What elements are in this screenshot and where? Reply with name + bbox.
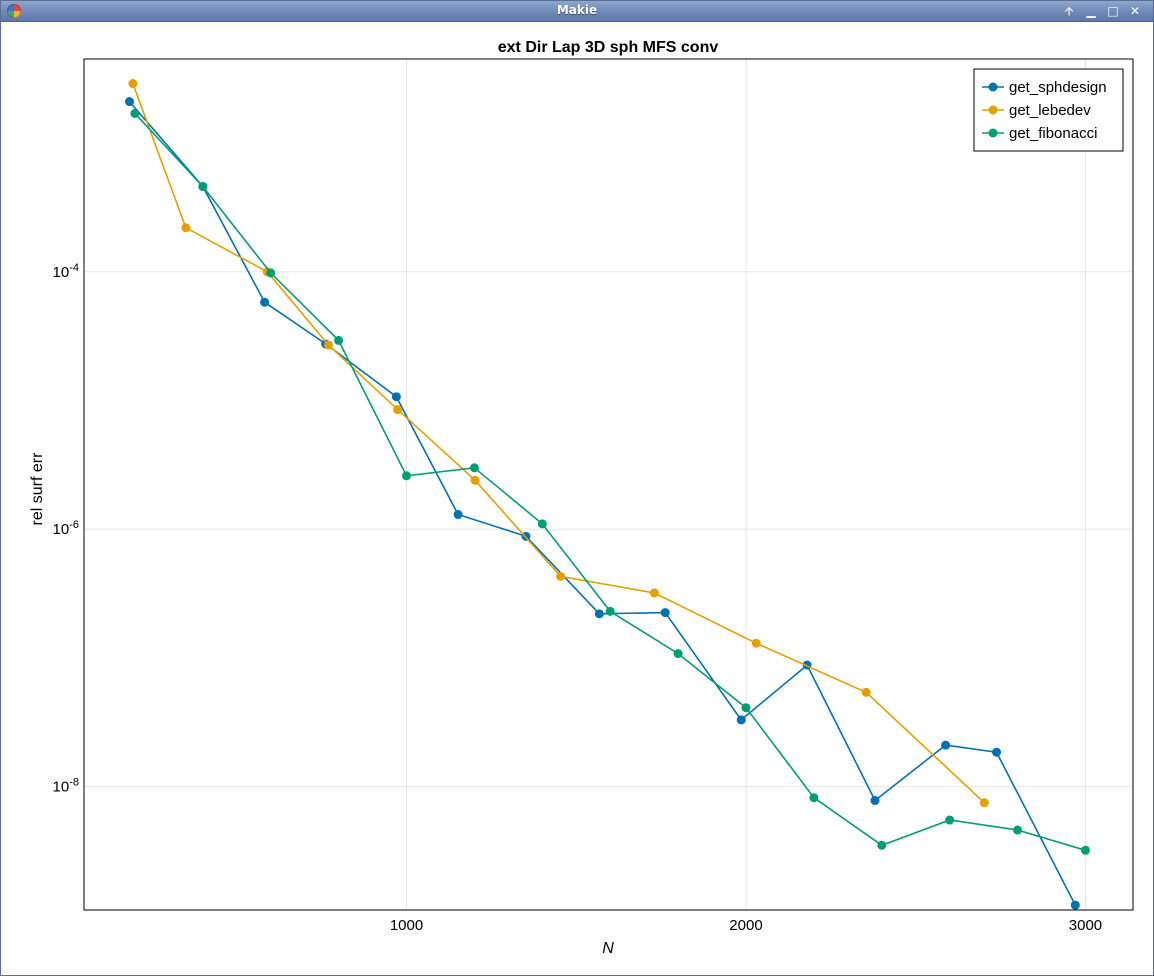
y-tick-label: 10-8 <box>53 777 79 796</box>
plot-frame <box>83 58 1134 911</box>
plot-canvas: ext Dir Lap 3D sph MFS conv 1000 2000 3000… <box>29 39 1134 957</box>
data-point <box>128 79 138 89</box>
help-button[interactable]: 🡩 <box>1064 4 1074 18</box>
makie-app-icon <box>7 4 21 18</box>
grid-lines <box>84 59 1133 910</box>
x-axis-label: N <box>602 940 614 957</box>
minimize-button[interactable]: ▁ <box>1086 4 1096 18</box>
y-tick-labels: 10-4 10-6 10-8 <box>53 262 79 796</box>
series-line <box>132 83 985 804</box>
data-point <box>393 405 403 415</box>
data-point <box>870 796 880 806</box>
data-point <box>1080 845 1090 855</box>
data-point <box>130 108 140 118</box>
data-point <box>736 715 746 725</box>
legend-marker <box>988 128 998 138</box>
data-point <box>751 638 761 648</box>
data-point <box>992 747 1002 757</box>
data-point <box>556 571 566 581</box>
series-get_lebedev <box>128 79 989 808</box>
data-point <box>605 606 615 616</box>
legend: get_sphdesign get_lebedev get_fibonacci <box>973 68 1124 152</box>
data-point <box>809 793 819 803</box>
data-point <box>323 340 333 350</box>
series-line <box>128 101 1077 906</box>
legend-label: get_lebedev <box>1009 102 1091 119</box>
legend-label: get_sphdesign <box>1009 79 1107 96</box>
data-point <box>945 815 955 825</box>
data-point <box>1070 900 1080 910</box>
data-point <box>861 687 871 697</box>
legend-marker <box>988 105 998 115</box>
data-point <box>469 463 479 473</box>
series-line <box>134 112 1086 852</box>
chart-title: ext Dir Lap 3D sph MFS conv <box>498 39 719 56</box>
y-axis-label: rel surf err <box>29 452 46 526</box>
series-get_fibonacci <box>130 108 1090 855</box>
series-layer <box>124 79 1090 910</box>
y-tick-label: 10-4 <box>53 262 79 281</box>
close-button[interactable]: ✕ <box>1129 4 1141 18</box>
window-title: Makie <box>556 3 598 17</box>
series-get_sphdesign <box>124 97 1080 910</box>
data-point <box>453 510 463 520</box>
data-point <box>877 840 887 850</box>
x-tick-labels: 1000 2000 3000 <box>390 917 1102 934</box>
x-tick-label: 1000 <box>390 917 423 934</box>
y-tick-label: 10-6 <box>53 519 79 538</box>
maximize-button[interactable]: □ <box>1107 4 1119 18</box>
x-tick-label: 2000 <box>729 917 762 934</box>
data-point <box>391 392 401 402</box>
title-bar[interactable]: Makie 🡩 ▁ □ ✕ <box>1 1 1153 22</box>
data-point <box>649 588 659 598</box>
data-point <box>594 609 604 619</box>
legend-label: get_fibonacci <box>1009 125 1097 142</box>
data-point <box>979 798 989 808</box>
x-tick-label: 3000 <box>1069 917 1102 934</box>
data-point <box>181 223 191 233</box>
data-point <box>198 181 208 191</box>
data-point <box>941 740 951 750</box>
data-point <box>537 519 547 529</box>
data-point <box>470 475 480 485</box>
data-point <box>334 335 344 345</box>
data-point <box>673 649 683 659</box>
data-point <box>260 297 270 307</box>
data-point <box>741 703 751 713</box>
legend-marker <box>988 82 998 92</box>
data-point <box>266 268 276 278</box>
data-point <box>402 471 412 481</box>
data-point <box>124 97 134 107</box>
data-point <box>1013 825 1023 835</box>
data-point <box>660 608 670 618</box>
window-controls: 🡩 ▁ □ ✕ <box>1059 3 1145 19</box>
